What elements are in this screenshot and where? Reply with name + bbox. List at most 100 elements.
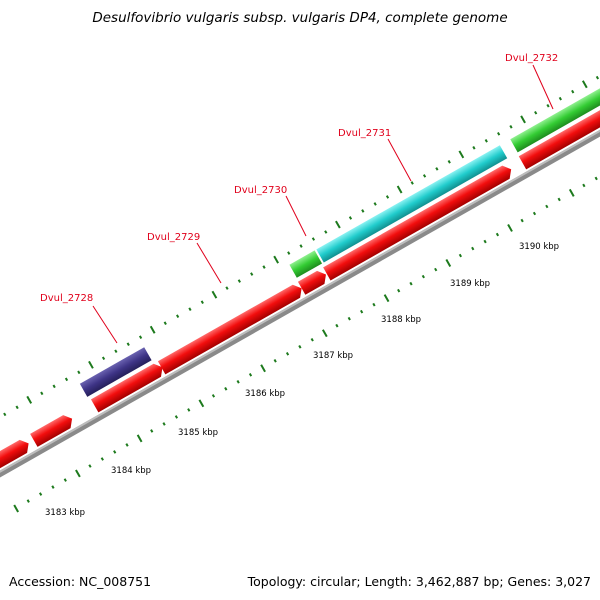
outer-tick <box>484 139 488 143</box>
outer-tick <box>188 307 192 311</box>
gene-dvul-2732[interactable] <box>510 84 600 153</box>
scale-tick <box>532 211 537 216</box>
outer-tick <box>114 349 118 354</box>
scale-tick <box>409 281 413 286</box>
outer-tick <box>520 115 526 124</box>
scale-tick <box>273 358 277 363</box>
outer-tick <box>361 209 365 213</box>
outer-tick <box>472 146 476 150</box>
label-dvul-2728: Dvul_2728 <box>40 293 93 304</box>
scale-tick <box>236 380 240 384</box>
scale-tick <box>372 302 376 307</box>
scale-tick <box>26 499 30 503</box>
label-dvul-2729: Dvul_2729 <box>147 232 200 243</box>
outer-tick <box>435 167 439 171</box>
scale-tick <box>582 183 586 188</box>
gene-dvul-2731[interactable] <box>316 145 508 263</box>
scale-label: 3190 kbp <box>519 242 559 252</box>
cds-red-5[interactable] <box>297 268 330 295</box>
outer-tick <box>422 174 427 178</box>
scale-tick <box>125 443 129 447</box>
outer-tick <box>458 150 465 159</box>
outer-tick <box>335 220 341 229</box>
scale-tick <box>557 197 561 202</box>
outer-tick <box>225 286 229 290</box>
backbone <box>0 115 600 487</box>
scale-tick <box>174 415 179 419</box>
cds-red-6[interactable] <box>323 163 515 281</box>
outer-tick <box>373 202 377 206</box>
scale-tick <box>100 457 104 461</box>
scale-tick <box>38 492 43 496</box>
scale-tick <box>136 434 143 443</box>
outer-tick <box>287 251 291 255</box>
outer-tick <box>447 160 451 164</box>
scale-tick <box>471 246 475 251</box>
outer-tick <box>595 75 600 80</box>
scale-tick <box>434 267 438 272</box>
outer-tick <box>581 80 588 89</box>
scale-tick <box>545 204 549 209</box>
scale-tick <box>63 478 67 482</box>
scale-tick <box>224 387 228 391</box>
scale-tick <box>113 450 117 454</box>
scale-label: 3188 kbp <box>381 315 421 325</box>
scale-tick <box>260 364 266 373</box>
scale-tick <box>298 344 302 349</box>
cds-red-2[interactable] <box>30 412 76 447</box>
cds-red-1[interactable] <box>0 437 32 480</box>
scale-labels: 3183 kbp 3184 kbp 3185 kbp 3186 kbp 3187… <box>45 242 559 518</box>
scale-label: 3185 kbp <box>178 428 218 438</box>
scale-label: 3186 kbp <box>245 389 285 399</box>
cds-forward-row <box>0 100 600 480</box>
scale-tick <box>421 274 425 279</box>
outer-tick <box>509 124 513 129</box>
outer-tick <box>126 342 130 347</box>
outer-tick <box>324 230 328 234</box>
outer-tick <box>546 103 550 108</box>
outer-tick <box>200 300 204 304</box>
outer-tick <box>3 412 7 417</box>
scale-label: 3189 kbp <box>450 279 490 289</box>
scale-tick <box>594 176 598 181</box>
scale-tick <box>285 351 290 356</box>
scale-tick <box>568 188 575 197</box>
scale-tick <box>150 429 154 433</box>
outer-tick <box>396 185 403 194</box>
leader-dvul-2731 <box>387 138 412 182</box>
outer-tick <box>250 272 254 276</box>
outer-tick <box>101 356 106 361</box>
scale-tick <box>321 329 328 338</box>
outer-tick <box>299 244 303 248</box>
scale-tick <box>383 294 390 303</box>
outer-tick-row <box>3 75 600 417</box>
cds-red-4[interactable] <box>157 282 305 375</box>
scale-label: 3184 kbp <box>111 466 151 476</box>
accession-text: Accession: NC_008751 <box>9 574 151 589</box>
scale-tick <box>248 373 253 377</box>
scale-tick <box>335 323 339 328</box>
scale-tick <box>495 232 500 237</box>
scale-tick <box>13 504 20 513</box>
cds-red-7[interactable] <box>518 100 600 170</box>
outer-tick <box>138 335 143 340</box>
scale-tick <box>458 253 463 258</box>
gene-dvul-2730[interactable] <box>289 250 323 278</box>
scale-tick <box>310 337 314 342</box>
outer-tick <box>410 181 414 185</box>
gene-dvul-2728[interactable] <box>79 347 152 397</box>
label-dvul-2732: Dvul_2732 <box>505 53 558 64</box>
scale-tick <box>507 223 513 232</box>
scale-tick-row <box>13 176 598 513</box>
outer-tick <box>15 405 19 410</box>
scale-tick <box>198 399 205 408</box>
scale-tick <box>187 408 191 412</box>
outer-tick <box>348 216 353 220</box>
outer-tick <box>262 265 266 269</box>
scale-tick <box>397 288 401 293</box>
cds-red-3[interactable] <box>90 361 166 413</box>
highlight-gene-row <box>79 84 600 397</box>
genome-track <box>0 75 600 513</box>
scale-tick <box>211 394 216 398</box>
